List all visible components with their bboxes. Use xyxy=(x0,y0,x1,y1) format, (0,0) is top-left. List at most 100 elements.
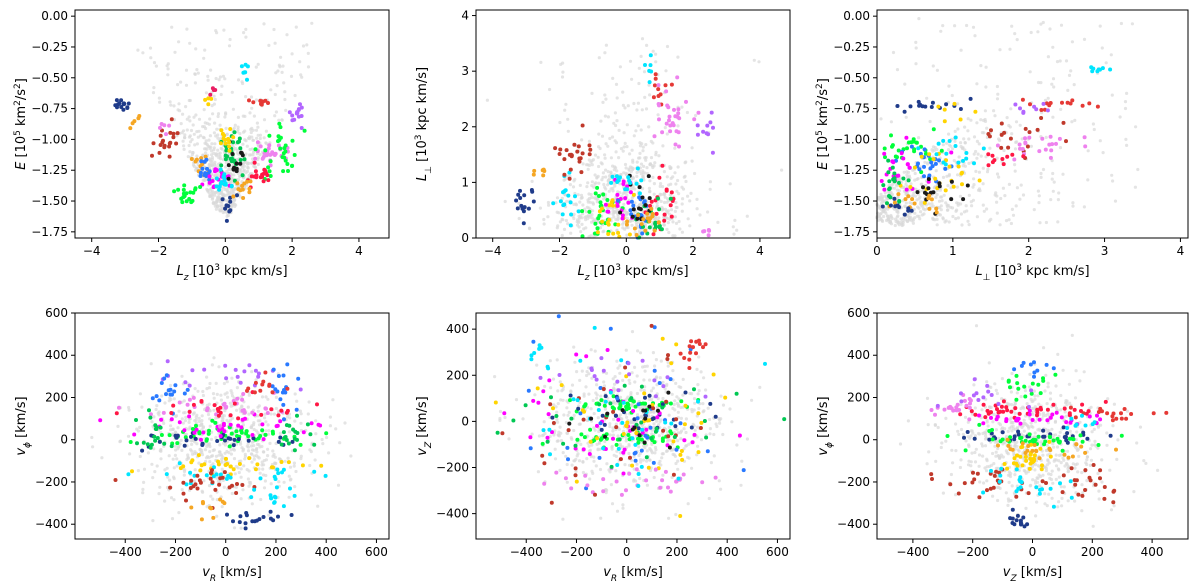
background-point xyxy=(1086,178,1090,182)
background-point xyxy=(308,463,312,468)
cluster-7 xyxy=(203,96,214,107)
background-point xyxy=(614,150,618,154)
background-point xyxy=(1048,27,1052,31)
label-part: [km/s] xyxy=(14,396,29,442)
background-point xyxy=(225,380,229,384)
background-point xyxy=(205,187,209,191)
background-point xyxy=(565,431,570,435)
background-point xyxy=(656,113,660,117)
background-point xyxy=(613,184,617,188)
background-point xyxy=(594,464,598,468)
x-tick-label: −2 xyxy=(150,244,168,258)
background-point xyxy=(215,31,219,35)
background-point xyxy=(592,235,596,239)
background-point xyxy=(592,185,596,189)
cluster-point xyxy=(568,200,573,205)
cluster-point xyxy=(234,491,239,495)
background-point xyxy=(554,201,558,205)
cluster-3 xyxy=(150,117,180,159)
background-point xyxy=(1119,21,1123,26)
cluster-point xyxy=(645,211,650,216)
cluster-point xyxy=(219,128,224,133)
cluster-21 xyxy=(218,127,236,153)
cluster-point xyxy=(580,209,585,214)
background-point xyxy=(890,216,894,221)
cluster-point xyxy=(647,225,652,230)
label-part: 3 xyxy=(615,263,621,273)
background-point xyxy=(661,396,665,401)
cluster-4 xyxy=(986,116,1068,160)
background-point xyxy=(945,204,950,209)
background-point xyxy=(539,60,543,64)
background-point xyxy=(671,369,675,373)
cluster-point xyxy=(189,157,194,161)
background-point xyxy=(162,421,166,425)
cluster-point xyxy=(944,102,949,107)
background-point xyxy=(268,441,272,445)
cluster-point xyxy=(917,167,922,172)
background-point xyxy=(1056,198,1060,202)
y-axis-label: L⊥ [103 kpc km/s] xyxy=(414,67,434,181)
background-point xyxy=(290,52,294,56)
cluster-point xyxy=(278,435,283,440)
cluster-point xyxy=(1070,98,1075,103)
background-point xyxy=(1051,189,1055,193)
background-point xyxy=(659,463,663,467)
background-point xyxy=(142,467,147,471)
background-point xyxy=(176,447,180,451)
background-point xyxy=(586,198,590,202)
cluster-point xyxy=(676,111,681,116)
cluster-point xyxy=(275,423,280,428)
background-point xyxy=(641,365,645,369)
background-point xyxy=(222,485,226,489)
background-point xyxy=(194,415,198,419)
background-point xyxy=(555,196,560,200)
cluster-point xyxy=(923,190,927,195)
background-point xyxy=(920,182,924,186)
background-point xyxy=(570,463,574,467)
cluster-point xyxy=(616,178,621,183)
cluster-point xyxy=(286,460,291,465)
cluster-point xyxy=(114,411,119,416)
background-point xyxy=(250,460,254,464)
cluster-point xyxy=(640,195,645,200)
cluster-point xyxy=(228,413,233,418)
background-point xyxy=(934,195,938,199)
background-point xyxy=(299,421,303,425)
background-point xyxy=(957,155,961,159)
background-point xyxy=(945,208,950,212)
cluster-point xyxy=(221,174,226,179)
background-point xyxy=(209,68,213,72)
cluster-point xyxy=(922,174,926,179)
background-point xyxy=(128,452,132,456)
background-point xyxy=(138,425,142,429)
background-point xyxy=(187,420,191,424)
background-point xyxy=(191,412,195,416)
background-point xyxy=(267,43,271,48)
background-point xyxy=(154,407,158,412)
cluster-point xyxy=(235,374,240,379)
background-point xyxy=(877,214,881,218)
background-point xyxy=(1104,61,1108,65)
background-point xyxy=(635,462,639,466)
cluster-point xyxy=(168,485,173,490)
cluster-point xyxy=(562,172,567,177)
background-point xyxy=(643,95,647,99)
cluster-point xyxy=(1017,142,1022,147)
background-point xyxy=(192,479,196,483)
background-point xyxy=(273,41,277,45)
cluster-point xyxy=(182,183,187,188)
background-point xyxy=(236,78,241,82)
cluster-17 xyxy=(880,196,914,217)
cluster-point xyxy=(231,467,236,472)
background-point xyxy=(956,173,960,177)
background-point xyxy=(151,519,155,523)
cluster-point xyxy=(892,200,897,205)
background-point xyxy=(558,425,562,429)
background-point xyxy=(600,134,605,138)
background-point xyxy=(600,162,604,166)
cluster-point xyxy=(164,373,169,378)
label-part: 2 xyxy=(13,83,23,89)
background-point xyxy=(244,171,248,175)
cluster-point xyxy=(692,117,697,122)
